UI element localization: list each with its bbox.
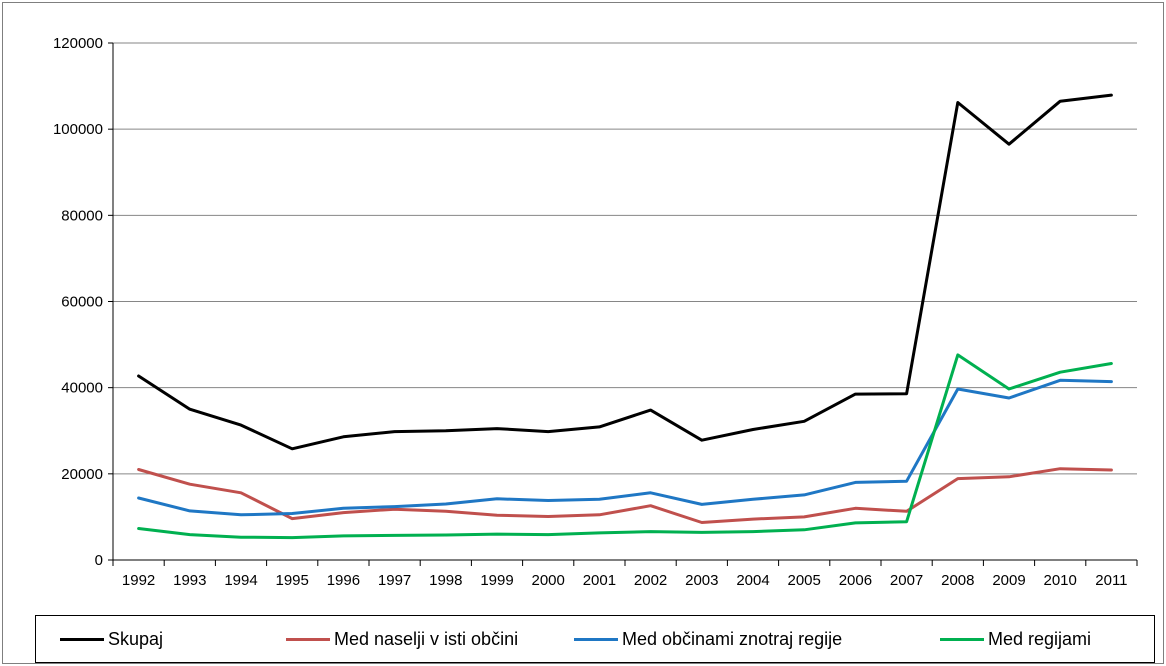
y-tick-label: 120000 xyxy=(53,35,103,52)
x-tick-label: 1994 xyxy=(224,572,257,589)
x-tick-label: 2011 xyxy=(1095,572,1127,589)
x-tick-label: 2005 xyxy=(788,572,821,589)
y-tick-label: 0 xyxy=(95,552,103,569)
x-tick-label: 2003 xyxy=(685,572,718,589)
legend-entry: Med občinami znotraj regije xyxy=(574,616,842,662)
x-tick-label: 1999 xyxy=(480,572,513,589)
x-tick-label: 2002 xyxy=(634,572,667,589)
legend-swatch xyxy=(574,637,618,641)
legend-entry: Med naselji v isti občini xyxy=(286,616,518,662)
y-tick-label: 100000 xyxy=(53,121,103,138)
series-line xyxy=(137,93,1113,451)
legend-label: Skupaj xyxy=(108,628,164,649)
legend-swatch xyxy=(286,637,330,641)
legend-label: Med naselji v isti občini xyxy=(334,628,519,649)
line-chart: 0 20000 40000 60000 80000 100000 120000 1992 199… xyxy=(53,35,1138,589)
series-line xyxy=(137,378,1113,517)
legend: Skupaj Med naselji v isti občini Med občin… xyxy=(35,615,1155,663)
series-line xyxy=(137,467,1113,524)
legend-label: Med regijami xyxy=(988,628,1092,649)
x-tick-label: 2000 xyxy=(532,572,565,589)
legend-entry: Med regijami xyxy=(940,616,1091,662)
x-tick-label: 2006 xyxy=(839,572,872,589)
x-tick-label: 1997 xyxy=(378,572,411,589)
x-tick-label: 2007 xyxy=(890,572,923,589)
x-tick-label: 1993 xyxy=(173,572,206,589)
x-tick-label: 2008 xyxy=(941,572,974,589)
legend-label: Med občinami znotraj regije xyxy=(622,628,843,649)
y-tick-label: 20000 xyxy=(61,466,103,483)
x-tick-label: 1992 xyxy=(122,572,155,589)
y-tick-label: 80000 xyxy=(61,207,103,224)
x-tick-label: 2010 xyxy=(1044,572,1077,589)
legend-swatch xyxy=(940,637,984,641)
series-line xyxy=(137,353,1113,540)
legend-swatch xyxy=(60,637,104,641)
x-tick-label: 1996 xyxy=(327,572,360,589)
x-tick-label: 2004 xyxy=(736,572,769,589)
y-tick-label: 40000 xyxy=(61,380,103,397)
legend-entry: Skupaj xyxy=(60,616,163,662)
x-tick-label: 2009 xyxy=(992,572,1025,589)
x-tick-label: 1998 xyxy=(429,572,462,589)
x-tick-label: 1995 xyxy=(276,572,309,589)
y-tick-label: 60000 xyxy=(61,294,103,311)
x-tick-label: 2001 xyxy=(583,572,616,589)
